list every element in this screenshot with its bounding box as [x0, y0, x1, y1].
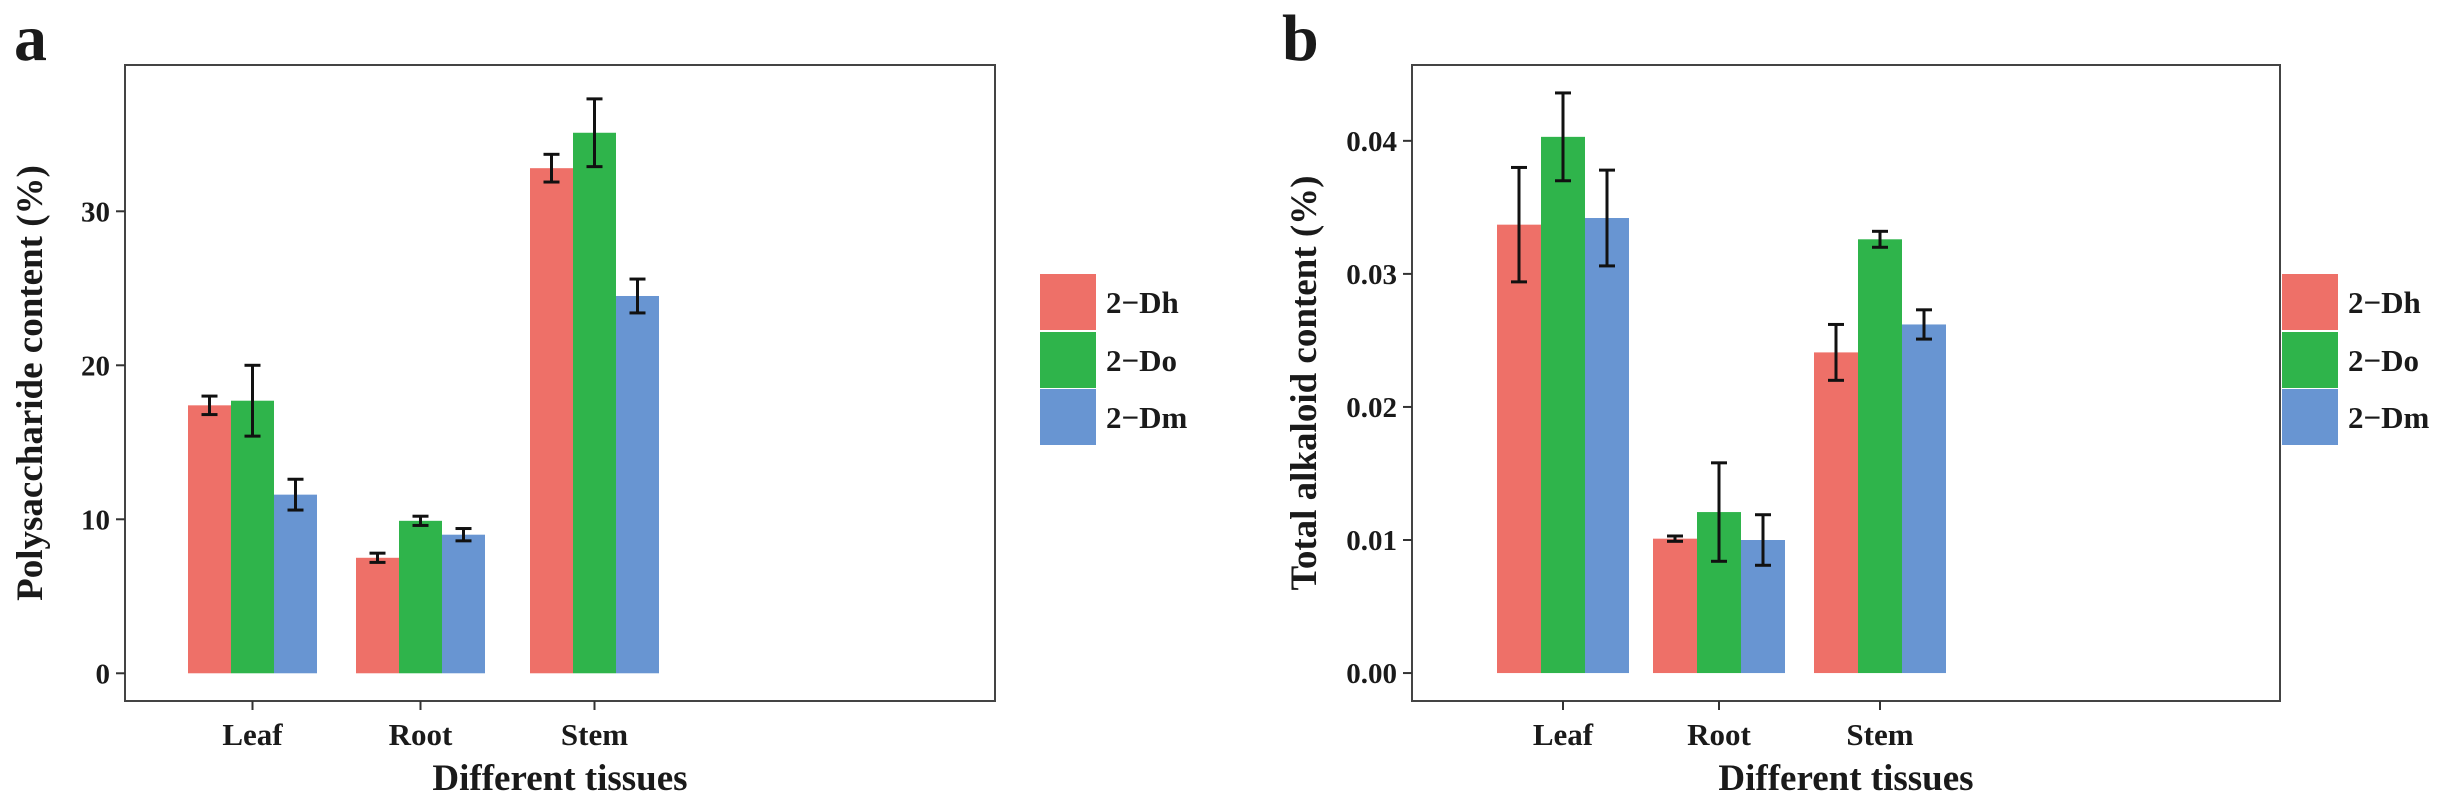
panel-b-x-axis: Leaf Root Stem: [1533, 701, 1914, 752]
panel-a-bar-2-do-stem: [573, 132, 616, 674]
panel-b-y-tick-label: 0.03: [1346, 259, 1397, 291]
panel-a-y-tick-label: 0: [96, 658, 111, 690]
panel-b-legend-label-2-dm: 2−Dm: [2348, 400, 2430, 435]
panel-b-y-axis-title: Total alkaloid content (%): [1284, 176, 1325, 591]
panel-a-category-label-root: Root: [389, 717, 453, 752]
panel-b-error-bar-2-dh-stem: [1828, 322, 1844, 382]
panel-b-bar-2-dm-stem: [1902, 324, 1946, 674]
panel-b-error-bar-2-dh-root: [1667, 534, 1683, 543]
panel-a-legend: 2−Dh 2−Do 2−Dm: [1040, 274, 1188, 445]
panel-a-legend-label-2-dm: 2−Dm: [1106, 400, 1188, 435]
panel-a-bar-2-do-leaf: [231, 400, 274, 674]
panel-b-y-axis: 0.00 0.01 0.02 0.03 0.04: [1346, 126, 1412, 690]
panel-a-bars: [188, 132, 659, 674]
panel-b-bar-2-dh-root: [1653, 538, 1697, 674]
panel-a-bar-2-dm-root: [442, 534, 485, 674]
panel-a-legend-swatch-2-dm: [1040, 389, 1096, 445]
panel-a-error-bars: [201, 97, 646, 564]
panel-a-plot-frame: [124, 64, 996, 702]
panel-a-y-axis: 0 10 20 30: [81, 196, 125, 690]
panel-a-error-bar-2-dm-root: [455, 527, 472, 543]
panel-b-error-bar-2-dm-leaf: [1599, 168, 1615, 268]
panel-a-y-tick-label: 20: [81, 350, 110, 382]
panel-b-bar-2-dm-leaf: [1585, 218, 1629, 674]
panel-b-category-label-stem: Stem: [1846, 717, 1913, 752]
panel-b-error-bar-2-dm-root: [1755, 513, 1771, 567]
panel-b-error-bar-2-do-stem: [1872, 229, 1888, 249]
panel-a-error-bar-2-dh-leaf: [201, 394, 218, 417]
panel-a-y-axis-title: Polysaccharide content (%): [10, 165, 51, 601]
panel-b-legend-label-2-dh: 2−Dh: [2348, 285, 2421, 320]
panel-a: a 0 10 20 30 Leaf Root Stem Different tissues…: [10, 2, 1188, 799]
panel-a-y-tick-label: 10: [81, 504, 110, 536]
panel-b-category-label-leaf: Leaf: [1533, 717, 1594, 752]
panel-b-error-bar-2-dh-leaf: [1511, 165, 1527, 284]
panel-b-bar-2-do-stem: [1858, 239, 1902, 674]
panel-b-legend-swatch-2-do: [2282, 332, 2338, 388]
panel-b: b 0.00 0.01 0.02 0.03 0.04 Leaf Root Stem Diff…: [1282, 2, 2430, 799]
panel-b-legend-swatch-2-dm: [2282, 389, 2338, 445]
panel-a-error-bar-2-dm-leaf: [287, 477, 304, 512]
panel-b-y-tick-label: 0.02: [1346, 392, 1397, 424]
panel-b-letter: b: [1282, 2, 1319, 75]
panel-a-legend-label-2-dh: 2−Dh: [1106, 285, 1179, 320]
panel-b-y-tick-label: 0.04: [1346, 126, 1397, 158]
panel-b-y-tick-label: 0.01: [1346, 525, 1397, 557]
panel-a-letter: a: [14, 2, 47, 75]
panel-a-bar-2-dh-stem: [530, 168, 573, 674]
panel-a-error-bar-2-dh-stem: [543, 152, 560, 184]
panel-b-x-axis-title: Different tissues: [1718, 758, 1973, 799]
panel-b-bar-2-do-leaf: [1541, 136, 1585, 674]
panel-a-error-bar-2-do-leaf: [244, 363, 261, 438]
panel-a-error-bar-2-do-root: [412, 514, 429, 527]
panel-b-bars: [1497, 136, 1946, 674]
panel-a-bar-2-dm-leaf: [274, 494, 317, 674]
panel-b-error-bar-2-do-root: [1711, 461, 1727, 563]
panel-b-plot-frame: [1411, 64, 2281, 702]
panel-a-error-bar-2-dh-root: [369, 551, 386, 564]
panel-b-error-bar-2-do-leaf: [1555, 91, 1571, 183]
panel-b-bar-2-dh-leaf: [1497, 224, 1541, 674]
panel-a-category-label-leaf: Leaf: [222, 717, 283, 752]
panel-a-error-bar-2-dm-stem: [629, 277, 646, 315]
panel-a-legend-label-2-do: 2−Do: [1106, 343, 1177, 378]
panel-a-error-bar-2-do-stem: [586, 97, 603, 169]
panel-b-category-label-root: Root: [1687, 717, 1751, 752]
panel-a-category-label-stem: Stem: [561, 717, 628, 752]
panel-a-bar-2-dm-stem: [616, 295, 659, 674]
panel-a-bar-2-do-root: [399, 520, 442, 674]
panel-b-bar-2-dh-stem: [1814, 352, 1858, 674]
panel-a-bar-2-dh-root: [356, 557, 399, 674]
panel-a-legend-swatch-2-dh: [1040, 274, 1096, 330]
panel-a-bar-2-dh-leaf: [188, 405, 231, 674]
panel-b-y-tick-label: 0.00: [1346, 658, 1397, 690]
panel-a-y-tick-label: 30: [81, 196, 110, 228]
panel-b-error-bar-2-dm-stem: [1916, 308, 1932, 341]
panel-a-legend-swatch-2-do: [1040, 332, 1096, 388]
panel-b-legend: 2−Dh 2−Do 2−Dm: [2282, 274, 2430, 445]
panel-a-x-axis: Leaf Root Stem: [222, 701, 628, 752]
panel-a-x-axis-title: Different tissues: [432, 758, 687, 799]
panel-b-legend-swatch-2-dh: [2282, 274, 2338, 330]
panel-b-error-bars: [1511, 91, 1932, 567]
panel-b-legend-label-2-do: 2−Do: [2348, 343, 2419, 378]
